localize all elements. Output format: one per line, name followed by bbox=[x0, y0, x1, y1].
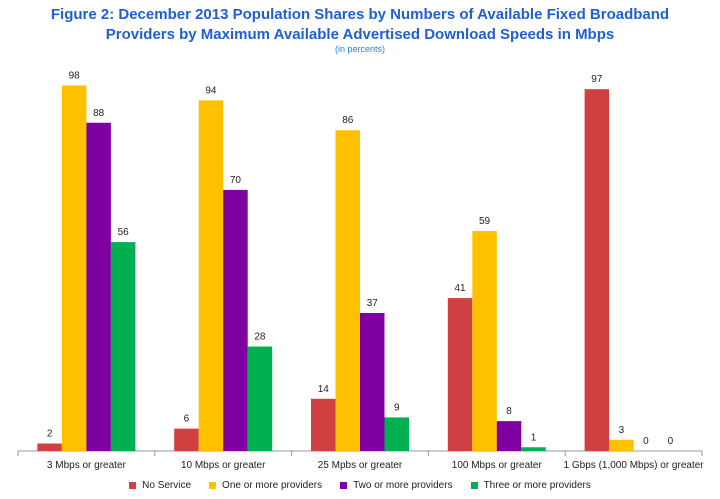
data-label: 98 bbox=[69, 70, 81, 81]
bar bbox=[609, 439, 634, 451]
bar bbox=[247, 346, 273, 451]
legend-swatch bbox=[129, 482, 137, 489]
bar bbox=[384, 417, 409, 451]
x-tick-label: 100 Mbps or greater bbox=[452, 460, 543, 471]
legend-swatch bbox=[209, 482, 217, 489]
bar bbox=[61, 85, 87, 452]
bar bbox=[335, 130, 360, 451]
chart-title: Figure 2: December 2013 Population Share… bbox=[0, 5, 720, 45]
data-label: 59 bbox=[479, 216, 491, 227]
legend-item: Two or more providers bbox=[340, 480, 453, 491]
chart-subtitle: (in percents) bbox=[334, 44, 386, 54]
bar bbox=[360, 312, 385, 451]
bar bbox=[311, 398, 336, 451]
bar bbox=[110, 242, 136, 451]
data-label: 37 bbox=[367, 298, 379, 309]
bar bbox=[223, 189, 248, 451]
x-tick-label: 3 Mbps or greater bbox=[47, 460, 127, 471]
data-label: 28 bbox=[254, 332, 266, 343]
data-label: 41 bbox=[454, 283, 466, 294]
x-tick-label: 1 Gbps (1,000 Mbps) or greater bbox=[564, 460, 705, 471]
data-label: 94 bbox=[205, 85, 217, 96]
data-label: 0 bbox=[643, 436, 649, 447]
bar bbox=[472, 230, 497, 451]
data-label: 97 bbox=[591, 74, 603, 85]
x-tick-label: 25 Mpbs or greater bbox=[318, 460, 403, 471]
data-label: 88 bbox=[93, 108, 105, 119]
data-label: 1 bbox=[531, 432, 537, 443]
chart-legend: No Service One or more providers Two or mo… bbox=[0, 480, 720, 491]
chart-title-line2: Providers by Maximum Available Advertise… bbox=[105, 26, 615, 43]
data-label: 9 bbox=[394, 402, 400, 413]
data-label: 70 bbox=[230, 175, 242, 186]
data-label: 6 bbox=[184, 414, 190, 425]
data-label: 56 bbox=[118, 227, 130, 238]
bar bbox=[447, 298, 473, 451]
legend-label: No Service bbox=[142, 480, 192, 491]
bar bbox=[521, 447, 546, 451]
legend-label: Two or more providers bbox=[353, 480, 453, 491]
legend-label: Three or more providers bbox=[483, 480, 591, 491]
chart-title-line1: Figure 2: December 2013 Population Share… bbox=[50, 6, 670, 23]
data-label: 2 bbox=[47, 429, 53, 440]
legend-item: One or more providers bbox=[209, 480, 322, 491]
x-tick-label: 10 Mbps or greater bbox=[181, 460, 266, 471]
data-label: 0 bbox=[668, 436, 674, 447]
legend-swatch bbox=[340, 482, 348, 489]
bar bbox=[496, 421, 522, 451]
bar bbox=[174, 428, 199, 451]
data-label: 8 bbox=[506, 406, 512, 417]
data-label: 86 bbox=[342, 115, 354, 126]
legend-item: No Service bbox=[129, 480, 191, 491]
legend-swatch bbox=[470, 482, 478, 489]
legend-label: One or more providers bbox=[222, 480, 323, 491]
legend-item: Three or more providers bbox=[470, 480, 591, 491]
bar bbox=[37, 443, 62, 451]
data-label: 14 bbox=[318, 384, 330, 395]
bar bbox=[86, 122, 111, 451]
data-label: 3 bbox=[619, 425, 625, 436]
bar bbox=[198, 100, 224, 451]
bar bbox=[584, 89, 610, 451]
